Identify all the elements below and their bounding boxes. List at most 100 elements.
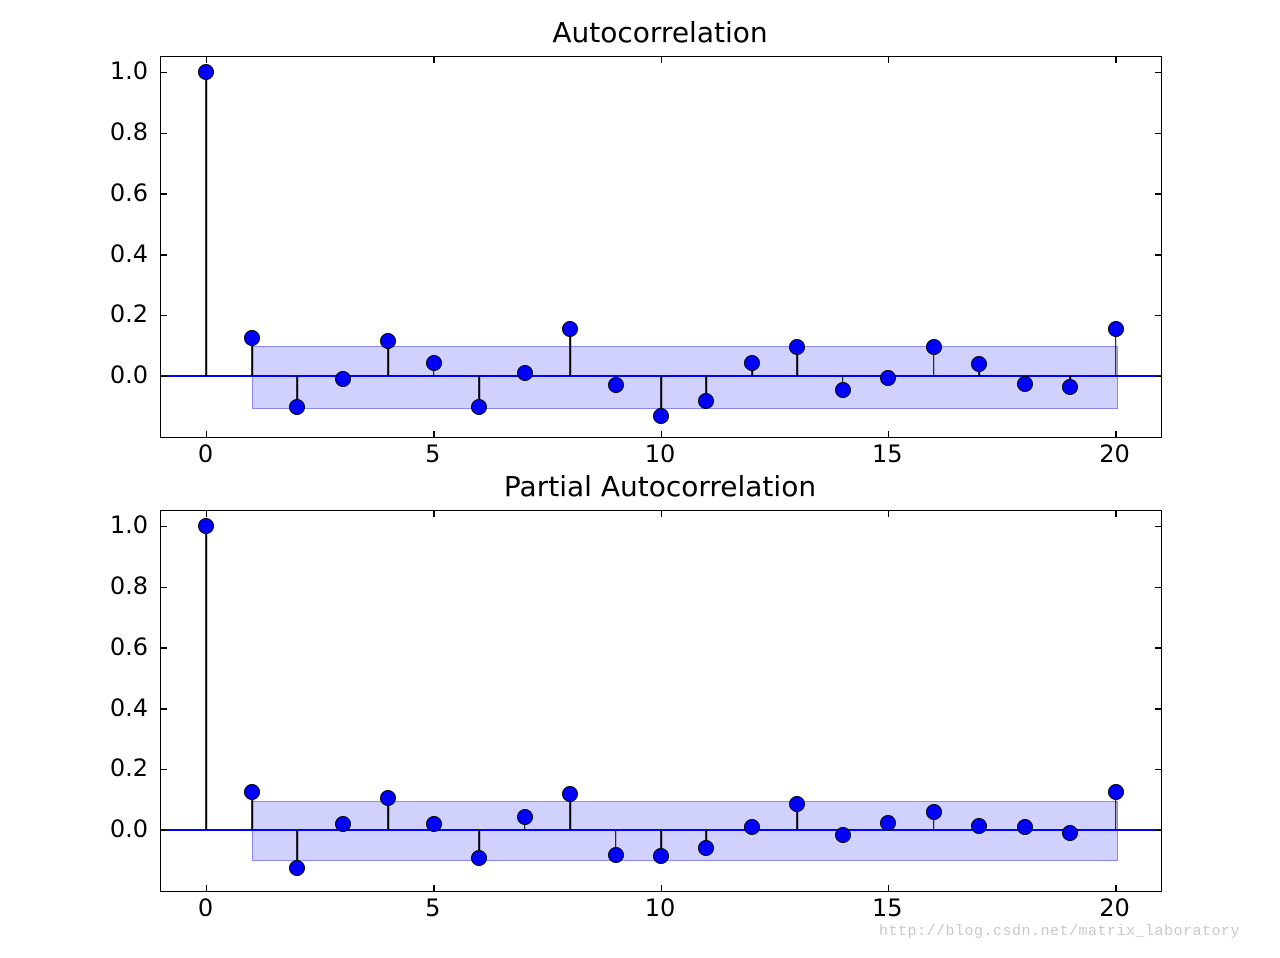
xtick-mark: [661, 431, 663, 437]
ytick-mark: [161, 526, 167, 528]
xtick-label: 10: [645, 440, 676, 468]
marker: [1108, 784, 1124, 800]
ytick-mark: [1155, 587, 1161, 589]
ytick-label: 0.4: [88, 694, 148, 722]
marker: [198, 518, 214, 534]
stem: [206, 72, 208, 376]
ytick-mark: [1155, 376, 1161, 378]
ytick-mark: [161, 830, 167, 832]
marker: [517, 809, 533, 825]
ytick-mark: [1155, 526, 1161, 528]
pacf-plot: [160, 510, 1162, 892]
ytick-mark: [161, 769, 167, 771]
acf-title: Autocorrelation: [160, 16, 1160, 49]
xtick-mark: [206, 511, 208, 517]
marker: [562, 321, 578, 337]
marker: [789, 796, 805, 812]
figure: Autocorrelation 0.0 0.2 0.4 0.6 0.8 1.0 0 5 10 15 2…: [0, 0, 1280, 958]
ytick-mark: [1155, 830, 1161, 832]
xtick-label: 0: [198, 894, 213, 922]
ytick-mark: [161, 376, 167, 378]
ytick-mark: [161, 587, 167, 589]
marker: [426, 355, 442, 371]
confidence-band: [252, 346, 1118, 409]
xtick-mark: [661, 511, 663, 517]
xtick-mark: [888, 431, 890, 437]
xtick-label: 5: [425, 894, 440, 922]
confidence-band: [252, 801, 1118, 861]
xtick-label: 0: [198, 440, 213, 468]
marker: [1017, 819, 1033, 835]
ytick-mark: [1155, 315, 1161, 317]
xtick-mark: [888, 57, 890, 63]
ytick-mark: [1155, 72, 1161, 74]
xtick-mark: [206, 57, 208, 63]
marker: [426, 816, 442, 832]
xtick-mark: [1115, 57, 1117, 63]
marker: [1017, 376, 1033, 392]
xtick-mark: [433, 885, 435, 891]
marker: [1108, 321, 1124, 337]
stem: [206, 526, 208, 830]
marker: [198, 64, 214, 80]
xtick-mark: [1115, 431, 1117, 437]
marker: [880, 370, 896, 386]
marker: [971, 356, 987, 372]
ytick-mark: [161, 133, 167, 135]
marker: [380, 790, 396, 806]
xtick-label: 20: [1099, 894, 1130, 922]
marker: [789, 339, 805, 355]
marker: [835, 382, 851, 398]
marker: [289, 399, 305, 415]
ytick-mark: [1155, 133, 1161, 135]
ytick-mark: [161, 315, 167, 317]
xtick-mark: [888, 511, 890, 517]
marker: [335, 816, 351, 832]
marker: [244, 330, 260, 346]
xtick-label: 15: [872, 440, 903, 468]
xtick-label: 5: [425, 440, 440, 468]
ytick-mark: [161, 72, 167, 74]
ytick-mark: [1155, 708, 1161, 710]
xtick-mark: [433, 511, 435, 517]
ytick-label: 0.0: [88, 815, 148, 843]
ytick-mark: [161, 254, 167, 256]
ytick-label: 1.0: [88, 511, 148, 539]
xtick-mark: [433, 431, 435, 437]
watermark-text: http://blog.csdn.net/matrix_laboratory: [879, 923, 1240, 940]
xtick-mark: [1115, 885, 1117, 891]
marker: [244, 784, 260, 800]
xtick-mark: [206, 885, 208, 891]
marker: [653, 408, 669, 424]
ytick-mark: [1155, 647, 1161, 649]
ytick-mark: [1155, 769, 1161, 771]
ytick-label: 1.0: [88, 57, 148, 85]
ytick-mark: [1155, 254, 1161, 256]
marker: [335, 371, 351, 387]
marker: [380, 333, 396, 349]
ytick-label: 0.8: [88, 572, 148, 600]
marker: [744, 355, 760, 371]
ytick-label: 0.8: [88, 118, 148, 146]
marker: [471, 399, 487, 415]
marker: [289, 860, 305, 876]
marker: [517, 365, 533, 381]
ytick-label: 0.6: [88, 179, 148, 207]
ytick-mark: [161, 708, 167, 710]
ytick-label: 0.0: [88, 361, 148, 389]
marker: [1062, 825, 1078, 841]
ytick-mark: [161, 193, 167, 195]
xtick-mark: [661, 885, 663, 891]
marker: [608, 847, 624, 863]
pacf-title: Partial Autocorrelation: [160, 470, 1160, 503]
marker: [926, 804, 942, 820]
marker: [608, 377, 624, 393]
marker: [1062, 379, 1078, 395]
ytick-label: 0.2: [88, 300, 148, 328]
ytick-mark: [1155, 193, 1161, 195]
xtick-label: 15: [872, 894, 903, 922]
acf-plot: [160, 56, 1162, 438]
ytick-label: 0.6: [88, 633, 148, 661]
marker: [971, 818, 987, 834]
ytick-mark: [161, 647, 167, 649]
